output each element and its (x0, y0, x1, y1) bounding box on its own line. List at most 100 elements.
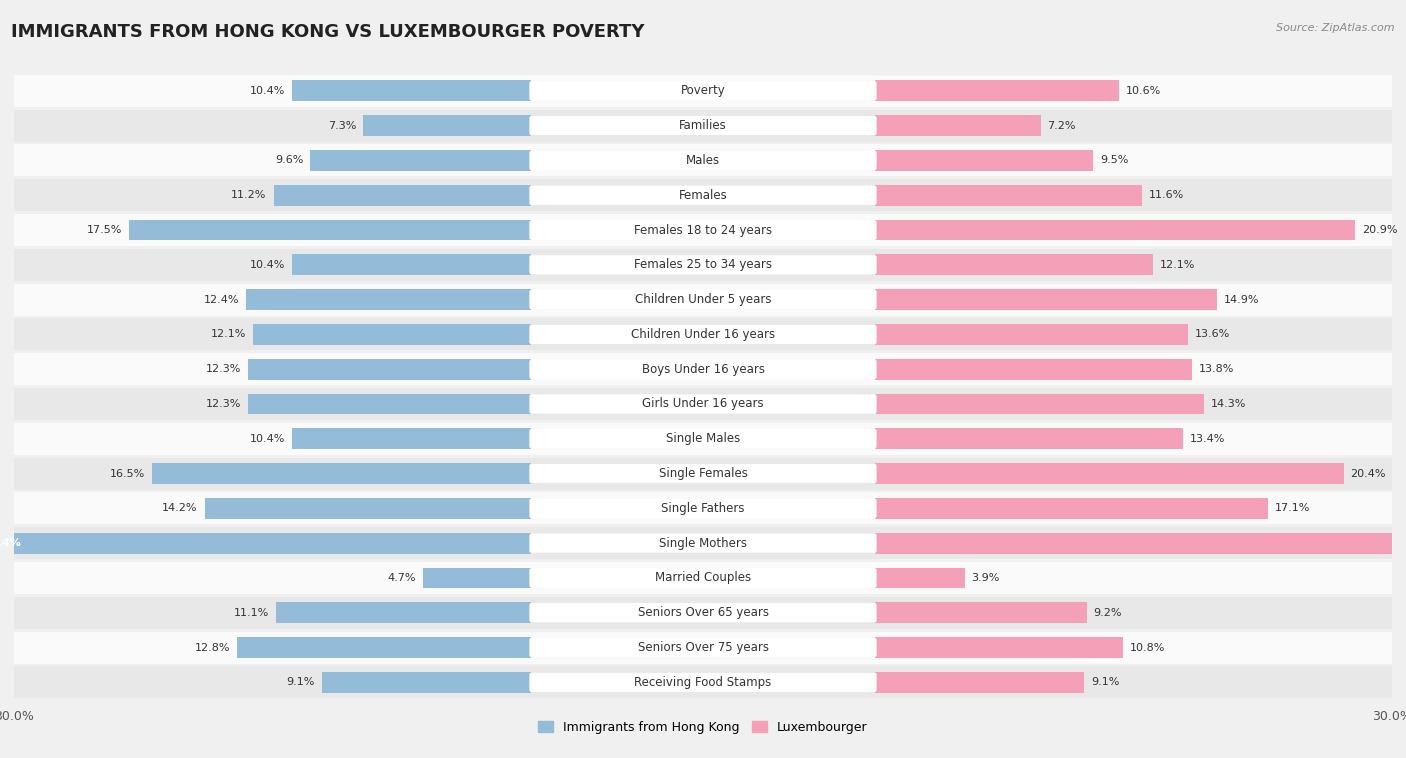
Text: Single Mothers: Single Mothers (659, 537, 747, 550)
Bar (14, 597, 1392, 628)
FancyBboxPatch shape (530, 638, 876, 657)
Text: 13.8%: 13.8% (1199, 364, 1234, 374)
Text: 7.2%: 7.2% (1047, 121, 1076, 130)
Bar (875, 463, 1344, 484)
Text: Source: ZipAtlas.com: Source: ZipAtlas.com (1277, 23, 1395, 33)
Text: 12.3%: 12.3% (207, 364, 242, 374)
Text: Families: Families (679, 119, 727, 132)
Text: Receiving Food Stamps: Receiving Food Stamps (634, 676, 772, 689)
Text: 14.3%: 14.3% (1211, 399, 1246, 409)
FancyBboxPatch shape (530, 116, 876, 135)
Bar (311, 150, 531, 171)
Text: 4.7%: 4.7% (388, 573, 416, 583)
Bar (14, 75, 1392, 107)
Text: 12.4%: 12.4% (204, 295, 239, 305)
FancyBboxPatch shape (530, 673, 876, 692)
Bar (14, 318, 1392, 350)
Text: 14.9%: 14.9% (1225, 295, 1260, 305)
Bar (875, 568, 965, 588)
Bar (14, 631, 1392, 663)
Bar (875, 637, 1123, 658)
Text: Girls Under 16 years: Girls Under 16 years (643, 397, 763, 411)
FancyBboxPatch shape (530, 603, 876, 622)
Text: 16.5%: 16.5% (110, 468, 145, 478)
FancyBboxPatch shape (530, 186, 876, 205)
Bar (14, 666, 1392, 698)
FancyBboxPatch shape (530, 673, 876, 692)
FancyBboxPatch shape (530, 499, 876, 518)
FancyBboxPatch shape (530, 464, 876, 483)
Text: Children Under 5 years: Children Under 5 years (634, 293, 772, 306)
Text: Single Fathers: Single Fathers (661, 502, 745, 515)
Text: Females 18 to 24 years: Females 18 to 24 years (634, 224, 772, 236)
Bar (14, 110, 1392, 142)
Bar (14, 527, 1392, 559)
FancyBboxPatch shape (530, 151, 876, 170)
FancyBboxPatch shape (530, 464, 876, 483)
Bar (246, 289, 531, 310)
FancyBboxPatch shape (530, 255, 876, 274)
Bar (875, 150, 1094, 171)
Bar (875, 220, 1355, 240)
Bar (14, 388, 1392, 420)
Bar (292, 428, 531, 449)
Text: 13.6%: 13.6% (1195, 330, 1230, 340)
Bar (875, 115, 1040, 136)
FancyBboxPatch shape (530, 603, 876, 622)
FancyBboxPatch shape (530, 395, 876, 413)
Text: 10.4%: 10.4% (250, 86, 285, 96)
FancyBboxPatch shape (530, 81, 876, 100)
Text: Seniors Over 75 years: Seniors Over 75 years (637, 641, 769, 654)
FancyBboxPatch shape (530, 429, 876, 448)
Bar (875, 428, 1182, 449)
Text: Single Females: Single Females (658, 467, 748, 480)
Bar (875, 255, 1153, 275)
Bar (0, 533, 531, 553)
FancyBboxPatch shape (530, 360, 876, 378)
Bar (875, 185, 1142, 205)
FancyBboxPatch shape (530, 638, 876, 657)
Text: Females: Females (679, 189, 727, 202)
Text: Children Under 16 years: Children Under 16 years (631, 328, 775, 341)
FancyBboxPatch shape (530, 290, 876, 309)
Text: 10.4%: 10.4% (250, 260, 285, 270)
Text: 12.8%: 12.8% (194, 643, 231, 653)
Bar (249, 359, 531, 380)
Bar (14, 423, 1392, 455)
Text: 24.4%: 24.4% (0, 538, 21, 548)
FancyBboxPatch shape (530, 568, 876, 587)
Text: 11.1%: 11.1% (233, 608, 269, 618)
Bar (875, 393, 1204, 415)
Text: 20.9%: 20.9% (1362, 225, 1398, 235)
Text: 9.2%: 9.2% (1094, 608, 1122, 618)
Bar (14, 562, 1392, 594)
FancyBboxPatch shape (530, 360, 876, 378)
Bar (14, 458, 1392, 490)
Text: 13.4%: 13.4% (1189, 434, 1225, 443)
FancyBboxPatch shape (530, 499, 876, 518)
FancyBboxPatch shape (530, 325, 876, 344)
Bar (253, 324, 530, 345)
FancyBboxPatch shape (530, 221, 876, 240)
Text: 9.1%: 9.1% (1091, 678, 1119, 688)
Bar (292, 80, 531, 102)
FancyBboxPatch shape (530, 429, 876, 448)
FancyBboxPatch shape (530, 151, 876, 170)
Text: 14.2%: 14.2% (162, 503, 198, 513)
Text: 9.1%: 9.1% (287, 678, 315, 688)
Bar (322, 672, 530, 693)
Text: 10.6%: 10.6% (1126, 86, 1161, 96)
Bar (363, 115, 531, 136)
Text: Married Couples: Married Couples (655, 572, 751, 584)
Bar (276, 603, 531, 623)
Bar (14, 353, 1392, 385)
Bar (14, 179, 1392, 211)
FancyBboxPatch shape (530, 221, 876, 240)
Text: 10.4%: 10.4% (250, 434, 285, 443)
FancyBboxPatch shape (530, 325, 876, 344)
Bar (152, 463, 531, 484)
Legend: Immigrants from Hong Kong, Luxembourger: Immigrants from Hong Kong, Luxembourger (538, 721, 868, 734)
Bar (274, 185, 531, 205)
Text: 11.6%: 11.6% (1149, 190, 1184, 200)
Bar (14, 283, 1392, 315)
